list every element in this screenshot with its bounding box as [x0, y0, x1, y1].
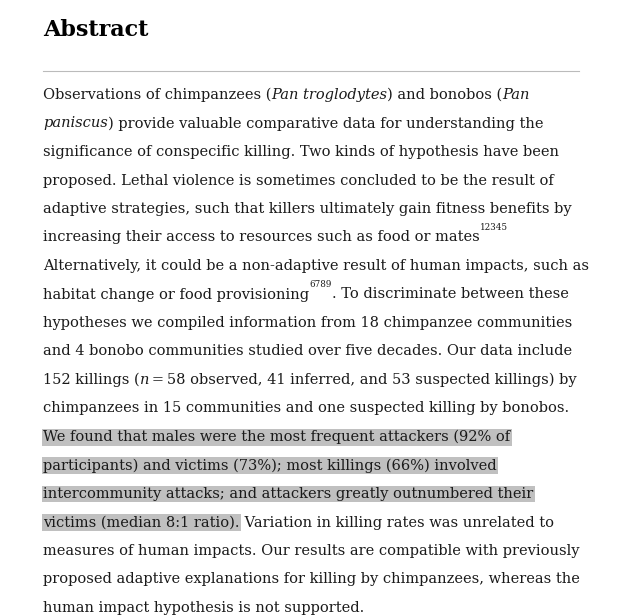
Text: ) provide valuable comparative data for understanding the: ) provide valuable comparative data for … — [108, 116, 543, 131]
Text: victims (median 8:1 ratio).: victims (median 8:1 ratio). — [43, 516, 239, 530]
Text: hypotheses we compiled information from 18 chimpanzee communities: hypotheses we compiled information from … — [43, 316, 572, 330]
Text: participants) and victims (73%); most killings (66%) involved: participants) and victims (73%); most ki… — [43, 458, 496, 473]
Text: . To discriminate between these: . To discriminate between these — [332, 288, 569, 301]
Text: n: n — [139, 373, 149, 387]
Text: We found that males were the most frequent attackers (92% of: We found that males were the most freque… — [43, 430, 510, 444]
Text: habitat change or food provisioning: habitat change or food provisioning — [43, 288, 309, 301]
Text: Pan: Pan — [503, 88, 530, 102]
Text: Pan troglodytes: Pan troglodytes — [271, 88, 388, 102]
Text: proposed. Lethal violence is sometimes concluded to be the result of: proposed. Lethal violence is sometimes c… — [43, 174, 554, 187]
Text: Alternatively, it could be a non-adaptive result of human impacts, such as: Alternatively, it could be a non-adaptiv… — [43, 259, 589, 273]
Text: chimpanzees in 15 communities and one suspected killing by bonobos.: chimpanzees in 15 communities and one su… — [43, 402, 569, 416]
Text: intercommunity attacks; and attackers greatly outnumbered their: intercommunity attacks; and attackers gr… — [43, 487, 533, 501]
Text: 6789: 6789 — [309, 280, 332, 290]
Text: increasing their access to resources such as food or mates: increasing their access to resources suc… — [43, 230, 480, 245]
Text: adaptive strategies, such that killers ultimately gain fitness benefits by: adaptive strategies, such that killers u… — [43, 202, 572, 216]
Text: 12345: 12345 — [480, 224, 508, 232]
Text: significance of conspecific killing. Two kinds of hypothesis have been: significance of conspecific killing. Two… — [43, 145, 559, 159]
Text: measures of human impacts. Our results are compatible with previously: measures of human impacts. Our results a… — [43, 544, 580, 558]
Text: paniscus: paniscus — [43, 116, 108, 131]
Text: and 4 bonobo communities studied over five decades. Our data include: and 4 bonobo communities studied over fi… — [43, 344, 572, 359]
Text: proposed adaptive explanations for killing by chimpanzees, whereas the: proposed adaptive explanations for killi… — [43, 572, 580, 586]
Text: ) and bonobos (: ) and bonobos ( — [388, 88, 503, 102]
Text: human impact hypothesis is not supported.: human impact hypothesis is not supported… — [43, 601, 364, 615]
Text: Variation in killing rates was unrelated to: Variation in killing rates was unrelated… — [239, 516, 554, 530]
Text: 152 killings (: 152 killings ( — [43, 373, 139, 387]
Text: Abstract: Abstract — [43, 19, 149, 41]
Text: = 58 observed, 41 inferred, and 53 suspected killings) by: = 58 observed, 41 inferred, and 53 suspe… — [149, 373, 577, 387]
Text: Observations of chimpanzees (: Observations of chimpanzees ( — [43, 88, 271, 102]
